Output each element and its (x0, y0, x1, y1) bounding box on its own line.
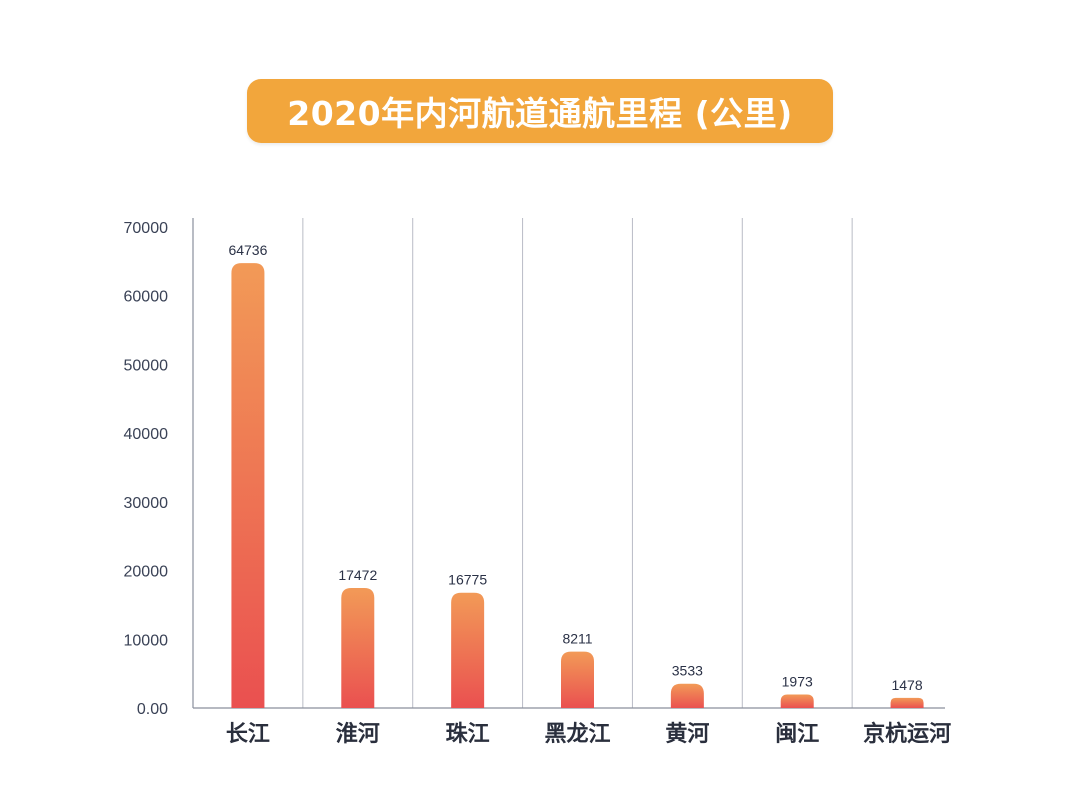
data-label: 16775 (448, 572, 487, 588)
bar (341, 587, 375, 708)
data-label: 1478 (891, 677, 922, 693)
x-tick-label: 闽江 (775, 722, 819, 747)
y-tick-label: 50000 (124, 357, 169, 374)
x-tick-label: 黑龙江 (544, 722, 610, 747)
bar (561, 651, 594, 708)
bar (670, 683, 704, 708)
x-tick-label: 京杭运河 (863, 721, 951, 747)
data-labels: 64736 17472 16775 8211 3533 1973 1478 (228, 242, 922, 693)
y-tick-label: 70000 (124, 220, 169, 237)
x-tick-label: 长江 (226, 722, 270, 747)
y-tick-label: 20000 (124, 564, 169, 581)
grid-lines (302, 218, 853, 708)
data-label: 17472 (338, 567, 377, 583)
x-tick-labels: 长江 淮河 珠江 黑龙江 黄河 闽江 京杭运河 (226, 721, 951, 747)
x-tick-label: 淮河 (336, 722, 380, 747)
y-tick-label: 30000 (124, 495, 169, 512)
chart-title-banner: 2020年内河航道通航里程 (公里) (247, 79, 833, 143)
data-label: 1973 (782, 673, 813, 689)
data-label: 64736 (228, 242, 267, 258)
bar (231, 263, 265, 708)
x-tick-label: 黄河 (665, 722, 709, 747)
y-tick-label: 40000 (124, 426, 169, 443)
y-tick-label: 60000 (124, 289, 169, 306)
bar (451, 592, 485, 708)
data-label: 3533 (672, 663, 703, 679)
y-tick-label: 10000 (124, 632, 169, 649)
bar (780, 694, 814, 708)
y-tick-labels: 0.00 10000 20000 30000 40000 50000 60000 70000 (124, 220, 169, 718)
y-tick-label: 0.00 (137, 701, 168, 718)
x-tick-label: 珠江 (446, 722, 490, 747)
bar (890, 697, 924, 708)
data-label: 8211 (562, 631, 592, 647)
bars (231, 263, 924, 708)
